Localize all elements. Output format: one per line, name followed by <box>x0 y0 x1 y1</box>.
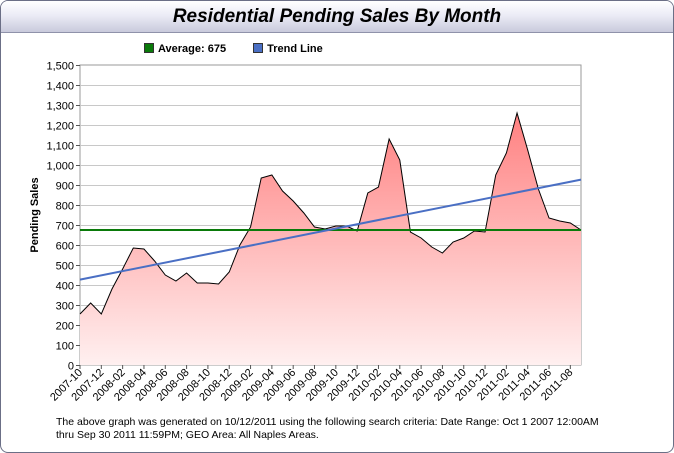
data-point <box>100 313 102 315</box>
data-point <box>217 283 219 285</box>
y-tick-label: 900 <box>56 181 74 193</box>
data-point <box>185 272 187 274</box>
chart-legend: Average: 675 Trend Line <box>144 43 347 55</box>
data-point <box>452 241 454 243</box>
y-tick-label: 1,200 <box>46 121 74 133</box>
legend-swatch-average <box>144 43 154 53</box>
data-point <box>271 174 273 176</box>
y-tick-label: 1,500 <box>46 61 74 73</box>
legend-label-trend-line: Trend Line <box>267 43 323 55</box>
data-point <box>281 190 283 192</box>
y-tick-label: 1,000 <box>46 161 74 173</box>
data-point <box>484 231 486 233</box>
data-point <box>431 246 433 248</box>
y-tick-label: 100 <box>56 341 74 353</box>
data-point <box>143 248 145 250</box>
data-point <box>196 282 198 284</box>
data-point <box>207 282 209 284</box>
data-point <box>303 212 305 214</box>
data-point <box>558 220 560 222</box>
y-tick-label: 1,100 <box>46 141 74 153</box>
data-point <box>132 247 134 249</box>
legend-item-average: Average: 675 <box>144 43 226 55</box>
data-point <box>527 149 529 151</box>
data-point <box>228 271 230 273</box>
data-point <box>548 217 550 219</box>
area-fill <box>80 113 581 365</box>
data-point <box>313 226 315 228</box>
data-point <box>505 152 507 154</box>
data-point <box>121 268 123 270</box>
data-point <box>409 231 411 233</box>
data-point <box>79 313 81 315</box>
legend-item-trend-line: Trend Line <box>253 43 323 55</box>
data-point <box>388 138 390 140</box>
data-point <box>420 237 422 239</box>
y-tick-label: 800 <box>56 201 74 213</box>
y-tick-label: 300 <box>56 301 74 313</box>
y-tick-label: 200 <box>56 321 74 333</box>
data-point <box>164 274 166 276</box>
data-point <box>377 186 379 188</box>
data-point <box>292 200 294 202</box>
data-point <box>367 192 369 194</box>
data-point <box>516 112 518 114</box>
legend-label-average: Average: 675 <box>158 43 227 55</box>
y-tick-label: 500 <box>56 261 74 273</box>
data-point <box>111 288 113 290</box>
data-point <box>441 252 443 254</box>
y-tick-label: 0 <box>68 361 74 373</box>
y-tick-label: 1,400 <box>46 81 74 93</box>
data-point <box>569 222 571 224</box>
data-point <box>239 244 241 246</box>
data-point <box>495 174 497 176</box>
chart-title: Residential Pending Sales By Month <box>172 6 502 27</box>
data-point <box>249 226 251 228</box>
legend-swatch-trend-line <box>253 43 264 53</box>
data-point <box>153 260 155 262</box>
y-tick-label: 600 <box>56 241 74 253</box>
y-tick-label: 700 <box>56 221 74 233</box>
data-point <box>89 302 91 304</box>
y-tick-label: 1,300 <box>46 101 74 113</box>
trend-line <box>79 178 582 281</box>
y-tick-label: 400 <box>56 281 74 293</box>
footnote-text: The above graph was generated on 10/12/2… <box>56 416 599 441</box>
data-point <box>260 177 262 179</box>
series-line <box>79 111 582 315</box>
data-point <box>463 237 465 239</box>
data-point <box>335 225 337 227</box>
data-point <box>399 159 401 161</box>
y-axis-title: Pending Sales <box>29 177 41 252</box>
data-point <box>175 280 177 282</box>
title-bar: Residential Pending Sales By Month <box>1 1 673 33</box>
